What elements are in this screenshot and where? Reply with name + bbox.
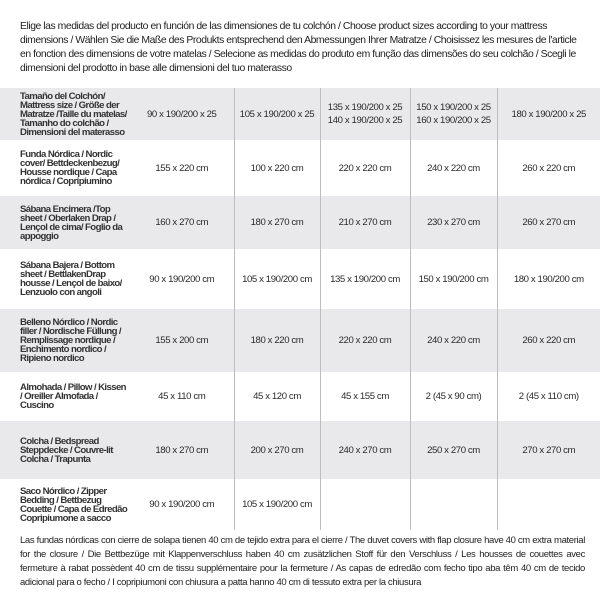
size-cell: 270 x 270 cm <box>496 421 600 479</box>
size-cell: 260 x 220 cm <box>496 140 600 196</box>
table-row: Sábana Bajera / Bottom sheet / Bettlaken… <box>0 249 600 309</box>
row-label: Sábana Bajera / Bottom sheet / Bettlaken… <box>20 260 122 298</box>
header-label: Tamaño del Colchón/ Mattress size / Größ… <box>0 88 130 140</box>
size-cell: 105 x 190/200 cm <box>233 249 320 309</box>
header-size: 135 x 190/200 x 25 140 x 190/200 x 25 <box>319 88 410 140</box>
table-row: Sábana Encimera /Top sheet / Oberlaken D… <box>0 196 600 249</box>
table-row: Almohada / Pillow / Kissen / Oreiller Al… <box>0 372 600 421</box>
size-cell: 250 x 270 cm <box>409 421 497 479</box>
size-cell: 2 (45 x 110 cm) <box>496 372 600 421</box>
size-cell: 90 x 190/200 cm <box>149 499 215 510</box>
header-row: Tamaño del Colchón/ Mattress size / Größ… <box>0 88 600 140</box>
size-cell: 260 x 270 cm <box>496 196 600 249</box>
size-cell <box>496 479 600 530</box>
size-line: 105 x 190/200 x 25 <box>239 108 315 120</box>
table-row: Colcha / Bedspread Steppdecke / Couvre-l… <box>0 421 600 479</box>
size-cell: 180 x 220 cm <box>233 309 320 372</box>
size-cell: 45 x 110 cm <box>158 391 206 402</box>
size-cell: 260 x 220 cm <box>496 309 600 372</box>
header-size: 90 x 190/200 x 25 <box>130 88 234 140</box>
size-cell <box>319 479 410 530</box>
size-cell: 240 x 220 cm <box>409 309 497 372</box>
size-cell <box>409 479 497 530</box>
size-line: 140 x 190/200 x 25 <box>327 115 403 126</box>
header-size: 150 x 190/200 x 25 160 x 190/200 x 25 <box>409 88 497 140</box>
row-label: Almohada / Pillow / Kissen / Oreiller Al… <box>20 382 127 411</box>
size-cell: 240 x 270 cm <box>319 421 410 479</box>
size-cell: 160 x 270 cm <box>130 196 234 249</box>
size-line: 150 x 190/200 x 25 <box>416 102 491 113</box>
size-cell: 240 x 220 cm <box>409 140 497 196</box>
size-cell: 150 x 190/200 cm <box>409 249 497 309</box>
size-cell: 230 x 270 cm <box>409 196 497 249</box>
size-cell: 2 (45 x 90 cm) <box>409 372 497 421</box>
table-row: Belleno Nórdico / Nordic filler / Nordis… <box>0 309 600 372</box>
size-line: 135 x 190/200 x 25 <box>327 102 403 113</box>
row-label: Saco Nórdico / Zipper Bedding / Bettbezu… <box>20 485 128 524</box>
row-label: Colcha / Bedspread Steppdecke / Couvre-l… <box>0 421 130 479</box>
size-cell: 180 x 190/200 cm <box>496 249 600 309</box>
size-cell: 180 x 270 cm <box>233 196 320 249</box>
size-line: 160 x 190/200 x 25 <box>416 115 491 126</box>
size-table: Tamaño del Colchón/ Mattress size / Größ… <box>0 88 600 530</box>
header-size: 105 x 190/200 x 25 <box>233 88 320 140</box>
size-cell: 45 x 155 cm <box>319 372 410 421</box>
intro-text: Elige las medidas del producto en funció… <box>20 21 577 74</box>
table-row: Funda Nórdica / Nordic cover/ Bettdecken… <box>0 140 600 196</box>
size-cell: 45 x 120 cm <box>233 372 320 421</box>
table-row: Saco Nórdico / Zipper Bedding / Bettbezu… <box>0 479 600 530</box>
size-cell: 100 x 220 cm <box>233 140 320 196</box>
size-line: 180 x 190/200 x 25 <box>511 108 587 120</box>
size-cell: 105 x 190/200 cm <box>233 479 320 530</box>
footnote: Las fundas nórdicas con cierre de solapa… <box>20 535 585 588</box>
size-cell: 180 x 270 cm <box>130 421 234 479</box>
size-line: 90 x 190/200 x 25 <box>147 108 217 120</box>
size-cell: 155 x 200 cm <box>130 309 234 372</box>
row-label: Funda Nórdica / Nordic cover/ Bettdecken… <box>20 149 120 187</box>
size-cell: 90 x 190/200 cm <box>149 273 215 285</box>
row-label: Belleno Nórdico / Nordic filler / Nordis… <box>0 309 130 372</box>
row-label: Sábana Encimera /Top sheet / Oberlaken D… <box>0 196 130 249</box>
size-cell: 220 x 220 cm <box>319 309 410 372</box>
size-cell: 200 x 270 cm <box>233 421 320 479</box>
size-cell: 220 x 220 cm <box>319 140 410 196</box>
size-cell: 135 x 190/200 cm <box>319 249 410 309</box>
header-size: 180 x 190/200 x 25 <box>496 88 600 140</box>
size-cell: 210 x 270 cm <box>319 196 410 249</box>
size-cell: 155 x 220 cm <box>155 162 209 174</box>
